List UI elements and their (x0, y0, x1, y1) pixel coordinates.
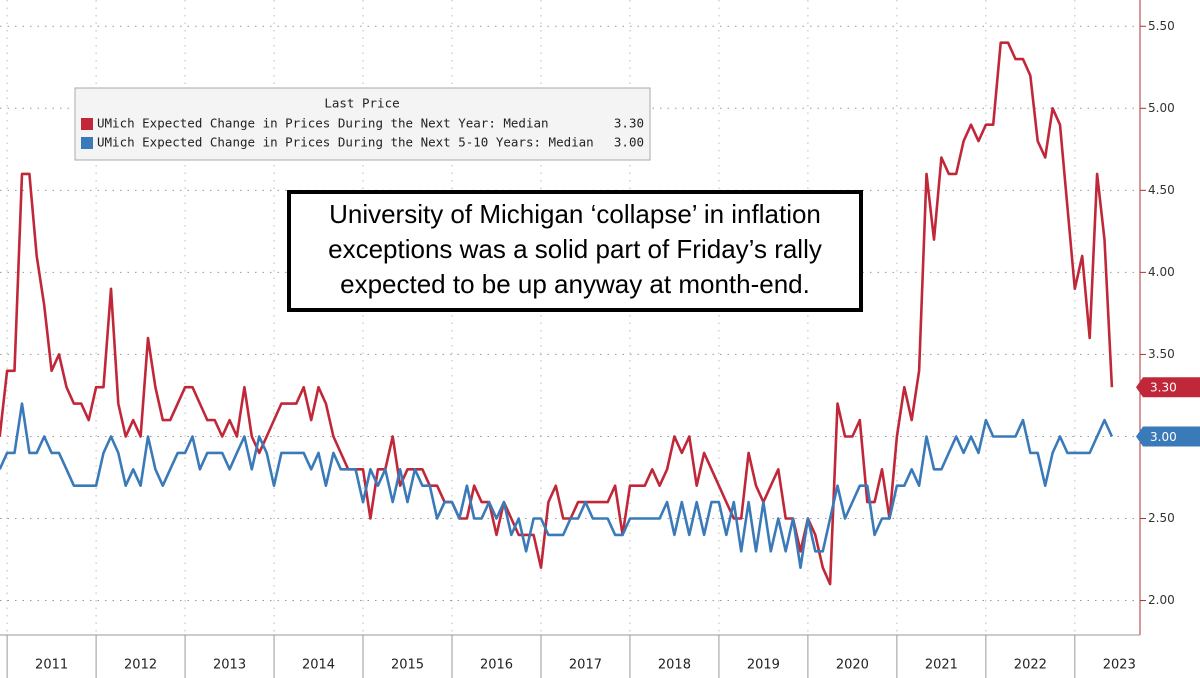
x-tick-label: 2021 (925, 658, 958, 673)
x-tick-label: 2020 (836, 658, 869, 673)
y-tick-label: 3.50 (1148, 347, 1175, 361)
x-tick-label: 2018 (658, 658, 691, 673)
x-tick-label: 2017 (569, 658, 602, 673)
series-line (0, 402, 1114, 569)
legend: Last Price UMich Expected Change in Pric… (74, 87, 651, 161)
lines (0, 41, 1114, 586)
annotation-line: exceptions was a solid part of Friday’s … (328, 234, 822, 264)
x-tick-label: 2016 (480, 658, 513, 673)
annotation-line: expected to be up anyway at month-end. (340, 269, 810, 299)
x-tick-label: 2014 (302, 658, 335, 673)
last-value-label: 3.00 (1150, 430, 1177, 444)
annotation-box (287, 190, 863, 312)
y-tick-label: 4.00 (1148, 265, 1175, 279)
legend-box (74, 87, 651, 161)
legend-title: Last Price (324, 96, 399, 111)
legend-value: 3.30 (614, 116, 644, 131)
last-value-label: 3.30 (1150, 381, 1177, 395)
legend-label: UMich Expected Change in Prices During t… (97, 116, 549, 131)
x-tick-label: 2013 (213, 658, 246, 673)
y-tick-label: 2.00 (1148, 593, 1175, 607)
x-tick-label: 2015 (391, 658, 424, 673)
legend-swatch (81, 137, 93, 149)
last-value-badge (1136, 377, 1200, 398)
series-line (0, 41, 1114, 586)
y-tick-label: 4.50 (1148, 183, 1175, 197)
legend-swatch (81, 118, 93, 130)
annotation-line: University of Michigan ‘collapse’ in inf… (329, 199, 821, 229)
x-tick-label: 2011 (35, 658, 68, 673)
legend-value: 3.00 (614, 135, 644, 150)
x-tick-label: 2012 (124, 658, 157, 673)
x-tick-label: 2019 (747, 658, 780, 673)
annotation: University of Michigan ‘collapse’ in inf… (287, 190, 863, 312)
x-tick-label: 2022 (1014, 658, 1047, 673)
last-value-badge (1136, 426, 1200, 447)
legend-label: UMich Expected Change in Prices During t… (97, 135, 594, 150)
x-tick-label: 2023 (1103, 658, 1136, 673)
y-tick-label: 5.00 (1148, 101, 1175, 115)
y-tick-label: 2.50 (1148, 511, 1175, 525)
y-tick-label: 5.50 (1148, 19, 1175, 33)
